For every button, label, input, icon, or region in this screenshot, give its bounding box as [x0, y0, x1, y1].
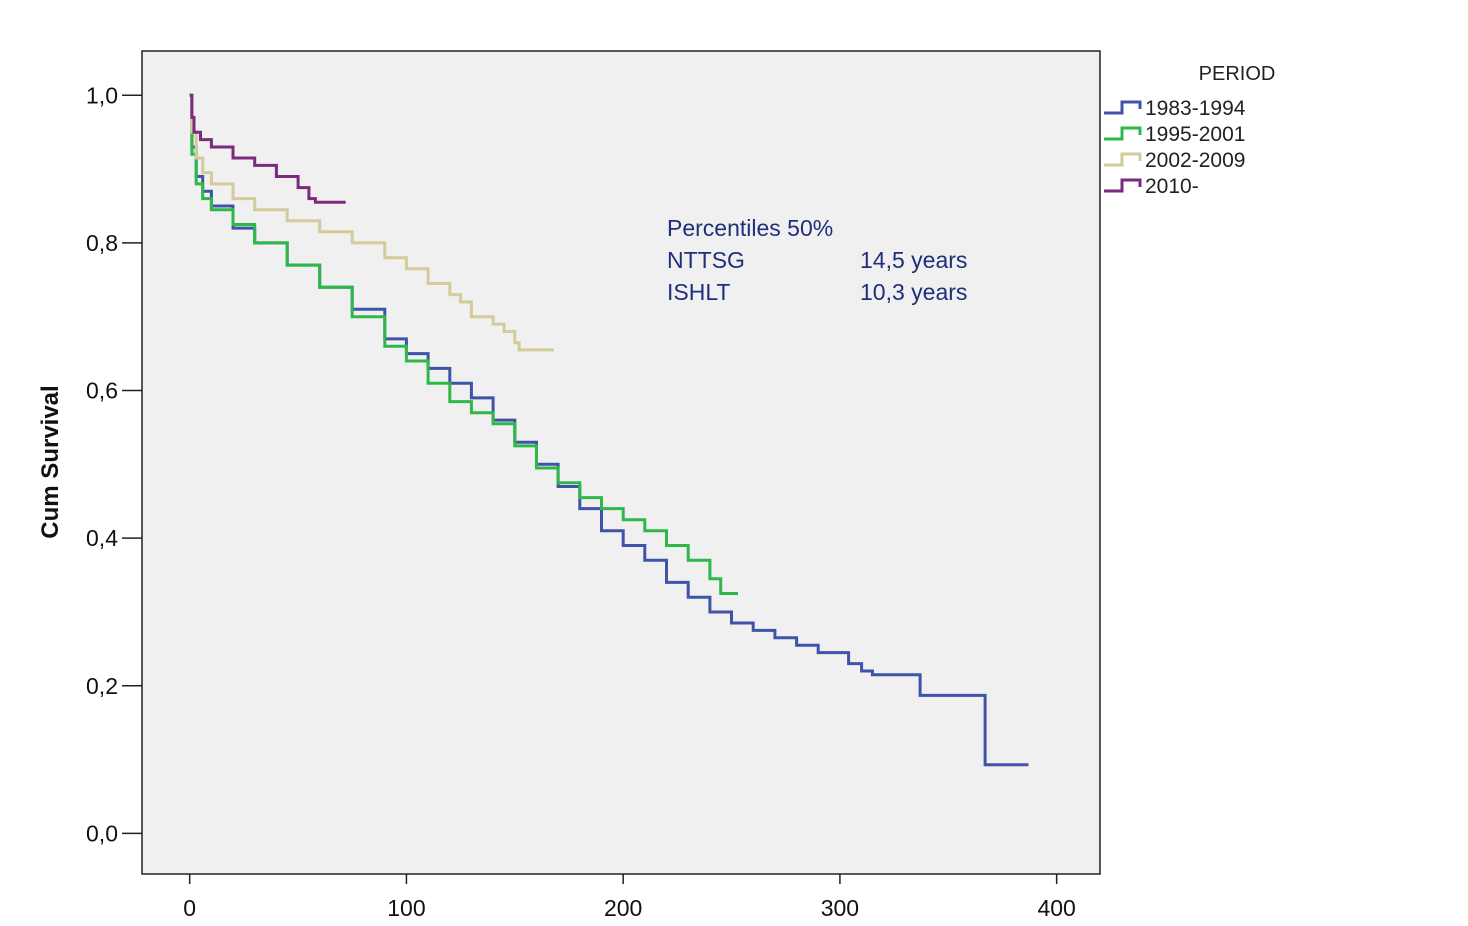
legend-entry-1983-1994: 1983-1994	[1145, 97, 1246, 120]
y-tick-label: 0,6	[86, 378, 118, 404]
annotation-value: 14,5 years	[860, 247, 967, 273]
plot-area	[141, 50, 1101, 875]
legend-entry-2010: 2010-	[1145, 175, 1199, 198]
legend-entry-1995-2001: 1995-2001	[1145, 123, 1245, 146]
annotation-label: Percentiles 50%	[667, 215, 833, 241]
y-tick-label: 0,0	[86, 820, 118, 846]
x-axis: 0 100 200 300 400	[183, 874, 1076, 921]
annotation-label: ISHLT	[667, 279, 730, 305]
y-axis: 0,0 0,2 0,4 0,6 0,8 1,0	[86, 82, 142, 846]
y-tick-label: 1,0	[86, 82, 118, 108]
series-group	[189, 93, 1029, 767]
y-axis-label: Cum Survival	[37, 385, 64, 538]
annotation-label: NTTSG	[667, 247, 745, 273]
legend-title: PERIOD	[1199, 63, 1276, 85]
y-tick-label: 0,4	[86, 525, 118, 551]
legend-entry-2002-2009: 2002-2009	[1145, 149, 1245, 172]
legend-swatch-2010	[1104, 178, 1142, 193]
legend: PERIOD 1983-1994 1995-2001 2002-2009 2010-	[1104, 63, 1275, 198]
series-line-2010	[189, 93, 346, 204]
legend-swatch-2002-2009	[1104, 152, 1142, 167]
annotation-value: 10,3 years	[860, 279, 967, 305]
series-line-1995-2001	[189, 93, 738, 595]
x-tick-label: 0	[183, 895, 196, 921]
y-tick-label: 0,8	[86, 230, 118, 256]
x-tick-label: 100	[387, 895, 425, 921]
y-tick-label: 0,2	[86, 673, 118, 699]
legend-swatch-1983-1994	[1104, 100, 1142, 115]
x-tick-label: 400	[1037, 895, 1075, 921]
series-line-2002-2009	[189, 93, 554, 352]
x-tick-label: 200	[604, 895, 642, 921]
x-tick-label: 300	[821, 895, 859, 921]
median-annotation: Percentiles 50% NTTSG 14,5 years ISHLT 10,3 …	[667, 215, 967, 305]
legend-swatch-1995-2001	[1104, 126, 1142, 141]
